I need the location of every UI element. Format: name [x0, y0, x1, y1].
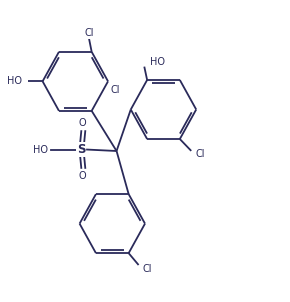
- Text: Cl: Cl: [142, 264, 152, 274]
- Text: HO: HO: [33, 145, 48, 155]
- Text: O: O: [79, 171, 86, 181]
- Text: S: S: [77, 143, 85, 156]
- Text: Cl: Cl: [195, 149, 205, 159]
- Text: O: O: [79, 118, 86, 128]
- Text: Cl: Cl: [84, 28, 94, 38]
- Text: HO: HO: [150, 57, 165, 67]
- Text: Cl: Cl: [111, 85, 120, 95]
- Text: HO: HO: [7, 76, 22, 86]
